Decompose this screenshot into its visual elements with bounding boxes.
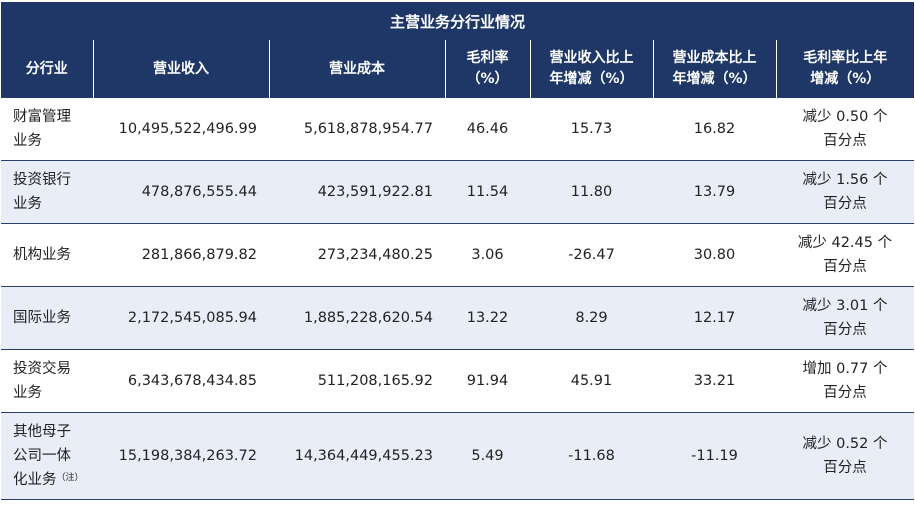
segment-table-container: 主营业务分行业情况 分行业 营业收入 营业成本 毛利率 （%） 营业收入比上 年增减… bbox=[1, 2, 914, 500]
header-margin: 毛利率 （%） bbox=[444, 40, 530, 98]
revenue-cell: 478,876,555.44 bbox=[93, 160, 269, 224]
cost-cell: 1,885,228,620.54 bbox=[269, 286, 445, 350]
revenue-cell: 6,343,678,434.85 bbox=[93, 349, 269, 413]
revenue-cell: 15,198,384,263.72 bbox=[93, 412, 269, 500]
segment-cell: 投资银行 业务 bbox=[1, 160, 93, 224]
cost-change-cell: 13.79 bbox=[653, 160, 776, 224]
revenue-change-cell: 11.80 bbox=[530, 160, 653, 224]
cost-change-cell: 30.80 bbox=[653, 223, 776, 287]
header-cost: 营业成本 bbox=[268, 40, 445, 98]
segment-cell: 国际业务 bbox=[1, 286, 93, 350]
footnote-marker: （注） bbox=[56, 473, 84, 483]
header-revenue-change: 营业收入比上 年增减（%） bbox=[529, 40, 653, 98]
segment-cell: 其他母子 公司一体 化业务（注） bbox=[1, 412, 93, 500]
segment-cell: 投资交易 业务 bbox=[1, 349, 93, 413]
margin-change-cell: 减少 0.52 个百分点 bbox=[776, 412, 914, 500]
margin-cell: 3.06 bbox=[445, 223, 530, 287]
header-row: 分行业 营业收入 营业成本 毛利率 （%） 营业收入比上 年增减（%） 营业成本比上… bbox=[1, 40, 914, 98]
cost-change-cell: 16.82 bbox=[653, 98, 776, 161]
revenue-cell: 2,172,545,085.94 bbox=[93, 286, 269, 350]
revenue-change-cell: 45.91 bbox=[530, 349, 653, 413]
revenue-change-cell: 8.29 bbox=[530, 286, 653, 350]
segment-cell: 财富管理 业务 bbox=[1, 98, 93, 161]
table-row: 国际业务 2,172,545,085.94 1,885,228,620.54 1… bbox=[1, 286, 914, 350]
table-row: 投资银行 业务 478,876,555.44 423,591,922.81 11.… bbox=[1, 160, 914, 224]
cost-cell: 5,618,878,954.77 bbox=[269, 98, 445, 161]
header-segment: 分行业 bbox=[1, 40, 93, 98]
table-row: 财富管理 业务 10,495,522,496.99 5,618,878,954.7… bbox=[1, 98, 914, 161]
header-cost-change: 营业成本比上 年增减（%） bbox=[652, 40, 776, 98]
cost-cell: 273,234,480.25 bbox=[269, 223, 445, 287]
cost-change-cell: 33.21 bbox=[653, 349, 776, 413]
margin-cell: 11.54 bbox=[445, 160, 530, 224]
table-title: 主营业务分行业情况 bbox=[1, 2, 914, 40]
header-revenue: 营业收入 bbox=[92, 40, 269, 98]
cost-cell: 511,208,165.92 bbox=[269, 349, 445, 413]
margin-change-cell: 减少 0.50 个百分点 bbox=[776, 98, 914, 161]
segment-cell: 机构业务 bbox=[1, 223, 93, 287]
margin-change-cell: 减少 42.45 个百分点 bbox=[776, 223, 914, 287]
table-row: 其他母子 公司一体 化业务（注） 15,198,384,263.72 14,364,… bbox=[1, 412, 914, 500]
margin-cell: 91.94 bbox=[445, 349, 530, 413]
margin-change-cell: 增加 0.77 个百分点 bbox=[776, 349, 914, 413]
header-margin-change: 毛利率比上年 增减（%） bbox=[775, 40, 914, 98]
revenue-change-cell: -26.47 bbox=[530, 223, 653, 287]
table-row: 投资交易 业务 6,343,678,434.85 511,208,165.92 9… bbox=[1, 349, 914, 413]
margin-change-cell: 减少 3.01 个百分点 bbox=[776, 286, 914, 350]
margin-change-cell: 减少 1.56 个百分点 bbox=[776, 160, 914, 224]
margin-cell: 46.46 bbox=[445, 98, 530, 161]
margin-cell: 5.49 bbox=[445, 412, 530, 500]
revenue-change-cell: 15.73 bbox=[530, 98, 653, 161]
margin-cell: 13.22 bbox=[445, 286, 530, 350]
cost-change-cell: 12.17 bbox=[653, 286, 776, 350]
cost-cell: 14,364,449,455.23 bbox=[269, 412, 445, 500]
revenue-change-cell: -11.68 bbox=[530, 412, 653, 500]
cost-cell: 423,591,922.81 bbox=[269, 160, 445, 224]
table-row: 机构业务 281,866,879.82 273,234,480.25 3.06 … bbox=[1, 223, 914, 287]
cost-change-cell: -11.19 bbox=[653, 412, 776, 500]
revenue-cell: 10,495,522,496.99 bbox=[93, 98, 269, 161]
segment-table: 分行业 营业收入 营业成本 毛利率 （%） 营业收入比上 年增减（%） 营业成本比上… bbox=[1, 40, 914, 500]
revenue-cell: 281,866,879.82 bbox=[93, 223, 269, 287]
